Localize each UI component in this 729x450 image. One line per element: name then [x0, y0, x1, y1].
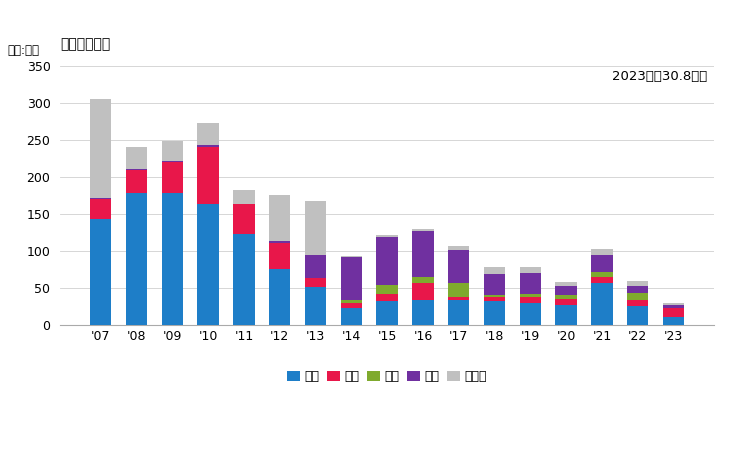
Bar	[412, 283, 434, 300]
Legend: 中国, タイ, 米国, 香港, その他: 中国, タイ, 米国, 香港, その他	[282, 365, 492, 388]
Bar	[412, 231, 434, 277]
Bar	[627, 300, 649, 306]
Bar	[663, 302, 685, 305]
Bar	[340, 256, 362, 257]
Bar	[520, 294, 541, 297]
Bar	[412, 277, 434, 283]
Bar	[448, 297, 469, 300]
Bar	[269, 241, 290, 243]
Bar	[412, 230, 434, 231]
Bar	[591, 283, 612, 325]
Bar	[591, 277, 612, 283]
Bar	[305, 287, 327, 325]
Bar	[555, 299, 577, 305]
Text: 輸出量の推移: 輸出量の推移	[61, 37, 111, 51]
Bar	[484, 297, 505, 301]
Bar	[305, 255, 327, 278]
Bar	[448, 250, 469, 284]
Bar	[162, 162, 183, 193]
Bar	[484, 274, 505, 295]
Bar	[520, 273, 541, 294]
Bar	[484, 267, 505, 274]
Bar	[627, 281, 649, 286]
Bar	[125, 193, 147, 325]
Bar	[376, 301, 398, 325]
Bar	[233, 203, 254, 204]
Bar	[125, 170, 147, 193]
Bar	[233, 190, 254, 203]
Bar	[269, 195, 290, 241]
Bar	[340, 308, 362, 325]
Bar	[340, 302, 362, 308]
Bar	[591, 255, 612, 271]
Bar	[305, 278, 327, 287]
Bar	[376, 285, 398, 294]
Bar	[90, 219, 112, 325]
Bar	[340, 257, 362, 300]
Bar	[448, 246, 469, 250]
Bar	[125, 147, 147, 169]
Bar	[555, 286, 577, 295]
Bar	[233, 204, 254, 234]
Bar	[484, 295, 505, 297]
Bar	[198, 123, 219, 145]
Bar	[376, 235, 398, 237]
Bar	[412, 300, 434, 325]
Bar	[305, 201, 327, 255]
Bar	[520, 267, 541, 273]
Bar	[269, 269, 290, 325]
Bar	[448, 300, 469, 325]
Bar	[198, 145, 219, 147]
Bar	[125, 169, 147, 170]
Text: 単位:トン: 単位:トン	[8, 44, 40, 57]
Bar	[627, 306, 649, 325]
Bar	[233, 234, 254, 325]
Bar	[484, 301, 505, 325]
Bar	[555, 305, 577, 325]
Bar	[627, 286, 649, 293]
Bar	[376, 237, 398, 285]
Bar	[663, 317, 685, 325]
Bar	[591, 249, 612, 255]
Text: 2023年：30.8トン: 2023年：30.8トン	[612, 70, 707, 83]
Bar	[376, 294, 398, 301]
Bar	[198, 204, 219, 325]
Bar	[555, 282, 577, 286]
Bar	[269, 243, 290, 269]
Bar	[627, 293, 649, 300]
Bar	[198, 147, 219, 204]
Bar	[162, 141, 183, 162]
Bar	[520, 302, 541, 325]
Bar	[90, 198, 112, 199]
Bar	[591, 271, 612, 277]
Bar	[90, 99, 112, 198]
Bar	[663, 305, 685, 308]
Bar	[340, 300, 362, 302]
Bar	[663, 308, 685, 317]
Bar	[555, 295, 577, 299]
Bar	[90, 199, 112, 219]
Bar	[520, 297, 541, 302]
Bar	[162, 193, 183, 325]
Bar	[448, 284, 469, 297]
